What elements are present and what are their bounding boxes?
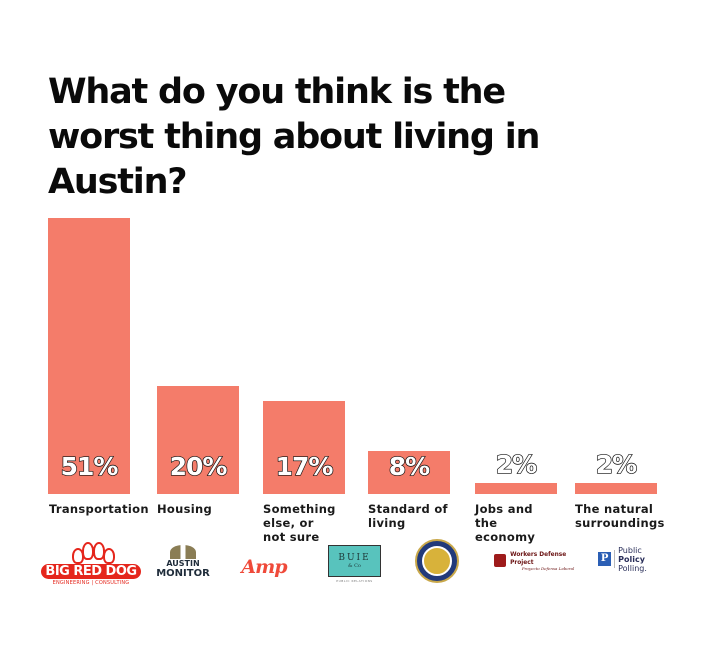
value-label: 20%: [169, 451, 228, 481]
category-label: Something else, or not sure: [263, 502, 336, 544]
value-label: 17%: [275, 451, 334, 481]
category-label: Jobs and the economy: [475, 502, 536, 544]
bar-jobs-economy: [475, 483, 557, 494]
bar-transportation: [48, 218, 130, 494]
category-label: The natural surroundings: [575, 502, 665, 530]
austin-monitor-line2: MONITOR: [156, 568, 210, 579]
value-label: 51%: [60, 451, 119, 481]
buie-logo: BUIE & Co PUBLIC RELATIONS: [327, 545, 382, 583]
amp-name: Amp: [241, 556, 287, 578]
value-label: 2%: [495, 449, 538, 479]
bar-natural-surroundings: [575, 483, 657, 494]
ppp-line2: Polling.: [618, 563, 647, 573]
ppp-icon: P: [598, 552, 612, 566]
ppp-line1: Public: [618, 545, 642, 555]
seal-logo: [415, 539, 459, 583]
buie-sub: & Co: [348, 563, 361, 569]
buie-name: BUIE: [338, 553, 371, 563]
value-label: 2%: [595, 449, 638, 479]
big-red-dog-name: BIG RED DOG: [41, 564, 141, 579]
workers-defense-project-logo: Workers Defense Project Proyecto Defensa…: [494, 549, 586, 571]
big-red-dog-sub: ENGINEERING | CONSULTING: [52, 580, 130, 586]
amp-logo: Amp: [228, 556, 300, 578]
wdp-sub: Proyecto Defensa Laboral: [521, 565, 575, 571]
austin-monitor-logo: AUSTIN MONITOR: [152, 542, 214, 582]
public-policy-polling-logo: P Public Policy Polling.: [598, 545, 668, 573]
bar-housing: [157, 386, 239, 494]
bar-standard-of-living: [368, 451, 450, 494]
paw-icon: [66, 542, 116, 564]
chart-title: What do you think is the worst thing abo…: [48, 72, 540, 202]
austin-monitor-line1: AUSTIN: [166, 559, 200, 568]
wdp-icon: [494, 553, 507, 567]
category-label: Housing: [157, 502, 213, 516]
category-label: Standard of living: [368, 502, 448, 530]
value-label: 8%: [388, 451, 431, 481]
wings-icon: [170, 545, 196, 559]
big-red-dog-logo: BIG RED DOG ENGINEERING | CONSULTING: [36, 540, 146, 588]
bar-something-else: [263, 401, 345, 494]
wdp-name: Workers Defense Project: [510, 549, 567, 566]
buie-tag: PUBLIC RELATIONS: [336, 579, 373, 583]
ppp-line1-bold: Policy: [618, 554, 645, 564]
texas-star-icon: [422, 546, 452, 576]
category-label: Transportation: [49, 502, 149, 516]
